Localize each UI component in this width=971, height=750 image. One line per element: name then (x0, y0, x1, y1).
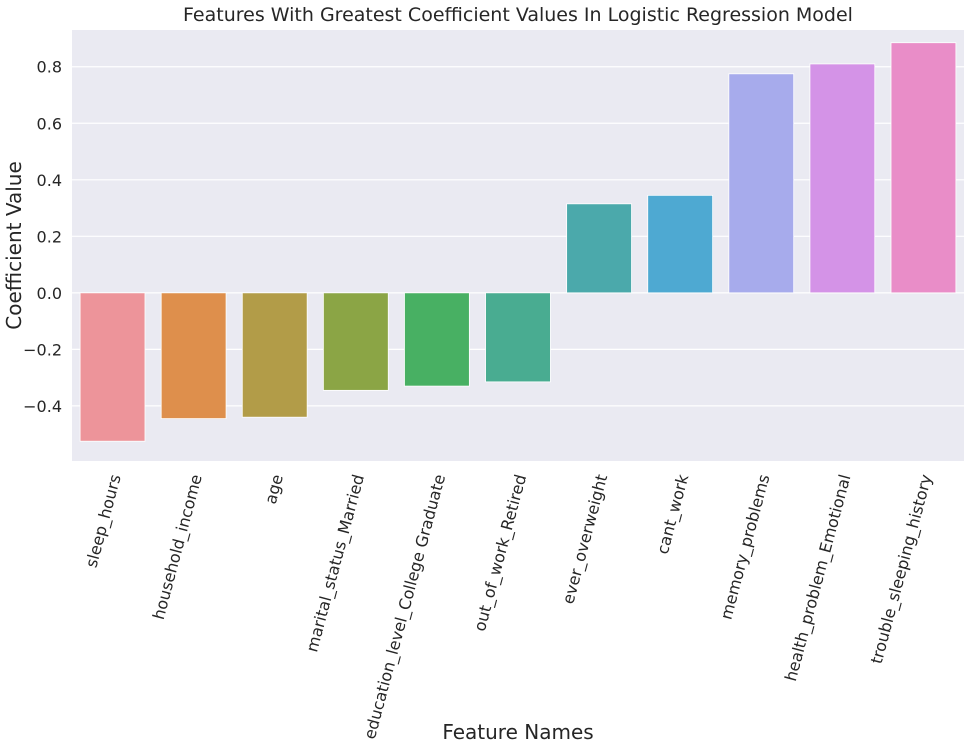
bar-cant-work (647, 194, 714, 294)
bar-ever-overweight (566, 203, 632, 294)
bar-education-level-college-graduate (404, 292, 470, 387)
bar-health-problem-emotional (809, 63, 876, 294)
y-tick-label: 0.6 (37, 114, 62, 133)
x-tick-label: sleep_hours (82, 472, 126, 570)
x-tick-labels: sleep_hours household_income age marital_st… (82, 472, 937, 742)
x-tick-label: ever_overweight (558, 472, 612, 606)
y-tick-label: 0.8 (37, 58, 62, 77)
bar-age (241, 292, 308, 418)
x-tick-label: marital_status_Married (302, 472, 369, 654)
x-tick-label: education_level_College Graduate (360, 472, 450, 741)
x-tick-label: trouble_sleeping_history (867, 472, 937, 666)
chart-title: Features With Greatest Coefficient Value… (183, 4, 853, 26)
x-tick-label: age (261, 472, 287, 506)
bar-memory-problems (728, 73, 795, 294)
x-axis-title: Feature Names (442, 720, 593, 744)
bar-marital-status-married (322, 292, 389, 391)
x-tick-label: out_of_work_Retired (470, 472, 531, 633)
x-tick-label: household_income (149, 472, 207, 621)
y-axis-title: Coefficient Value (2, 161, 26, 330)
x-tick-label: memory_problems (716, 472, 774, 621)
y-tick-label: 0.2 (37, 227, 62, 246)
bar-trouble-sleeping-history (890, 42, 957, 294)
y-tick-label: 0.0 (37, 284, 62, 303)
y-tick-labels: −0.4 −0.2 0.0 0.2 0.4 0.6 0.8 (23, 58, 62, 416)
y-tick-label: −0.4 (23, 397, 62, 416)
bar-out-of-work-retired (485, 292, 551, 383)
bar-household-income (160, 292, 227, 420)
x-tick-label: cant_work (653, 472, 694, 557)
y-tick-label: 0.4 (37, 171, 62, 190)
x-tick-label: health_problem_Emotional (781, 472, 856, 683)
bars (79, 42, 957, 442)
y-tick-label: −0.2 (23, 340, 62, 359)
bar-sleep-hours (79, 292, 146, 442)
